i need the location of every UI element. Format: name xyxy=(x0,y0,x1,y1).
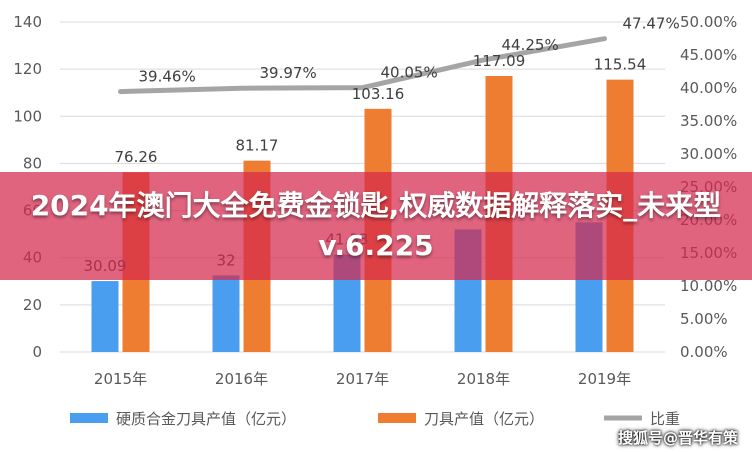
ratio-line xyxy=(118,36,607,95)
left-tick-label: 120 xyxy=(13,60,42,78)
right-tick-label: 40.00% xyxy=(680,79,737,97)
legend-swatch-tools xyxy=(378,413,416,423)
left-tick-label: 100 xyxy=(13,107,42,125)
ratio-point xyxy=(360,85,365,90)
data-label-ratio: 47.47% xyxy=(623,15,680,33)
ratio-point xyxy=(481,57,486,62)
right-tick-label: 35.00% xyxy=(680,112,737,130)
legend-label-ratio: 比重 xyxy=(650,410,680,428)
data-label-tools: 81.17 xyxy=(236,137,279,155)
banner-text: 2024年澳门大全免费金锁匙,权威数据解释落实_未来型v.6.225 xyxy=(30,189,722,262)
x-category-label: 2019年 xyxy=(578,370,631,388)
data-label-ratio: 40.05% xyxy=(381,64,438,82)
data-label-ratio: 44.25% xyxy=(502,36,559,54)
data-label-ratio: 39.46% xyxy=(139,68,196,86)
x-category-label: 2018年 xyxy=(457,370,510,388)
data-label-tools: 117.09 xyxy=(473,52,526,70)
bar-hard-alloy xyxy=(91,281,119,352)
watermark: 搜狐号@晋华有策 xyxy=(617,429,738,447)
x-category-label: 2017年 xyxy=(336,370,389,388)
legend-swatch-hard-alloy xyxy=(70,413,108,423)
left-tick-label: 80 xyxy=(23,154,42,172)
left-tick-label: 140 xyxy=(13,13,42,31)
legend: 硬质合金刀具产值（亿元） 刀具产值（亿元） 比重 xyxy=(70,410,680,428)
x-category-label: 2016年 xyxy=(215,370,268,388)
overlay-banner: 2024年澳门大全免费金锁匙,权威数据解释落实_未来型v.6.225 xyxy=(0,172,752,280)
right-tick-label: 0.00% xyxy=(680,343,728,361)
x-category-label: 2015年 xyxy=(94,370,147,388)
data-label-ratio: 39.97% xyxy=(260,64,317,82)
ratio-point xyxy=(239,86,244,91)
right-tick-label: 50.00% xyxy=(680,13,737,31)
right-tick-label: 30.00% xyxy=(680,145,737,163)
left-tick-label: 0 xyxy=(32,343,42,361)
data-label-tools: 115.54 xyxy=(594,56,647,74)
bar-hard-alloy xyxy=(212,275,240,352)
left-tick-label: 20 xyxy=(23,296,42,314)
legend-label-tools: 刀具产值（亿元） xyxy=(424,410,544,428)
right-tick-label: 5.00% xyxy=(680,310,728,328)
right-tick-label: 45.00% xyxy=(680,46,737,64)
ratio-point xyxy=(602,36,607,41)
data-label-tools: 103.16 xyxy=(352,85,405,103)
x-axis-categories: 2015年 2016年 2017年 2018年 2019年 xyxy=(94,370,631,388)
data-label-tools: 76.26 xyxy=(115,148,158,166)
data-labels: 30.0976.263281.1741.33103.16117.09115.54… xyxy=(84,15,680,275)
right-tick-label: 10.00% xyxy=(680,277,737,295)
legend-label-hard-alloy: 硬质合金刀具产值（亿元） xyxy=(116,410,296,428)
ratio-point xyxy=(118,89,123,94)
